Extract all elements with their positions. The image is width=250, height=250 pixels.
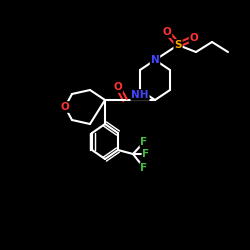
Text: S: S — [174, 40, 182, 50]
Text: O: O — [60, 102, 70, 112]
Text: F: F — [140, 163, 147, 173]
Text: F: F — [142, 149, 150, 159]
Text: O: O — [190, 33, 198, 43]
Text: NH: NH — [131, 90, 149, 100]
Text: N: N — [150, 55, 160, 65]
Text: O: O — [114, 82, 122, 92]
Text: F: F — [140, 137, 147, 147]
Text: O: O — [162, 27, 172, 37]
